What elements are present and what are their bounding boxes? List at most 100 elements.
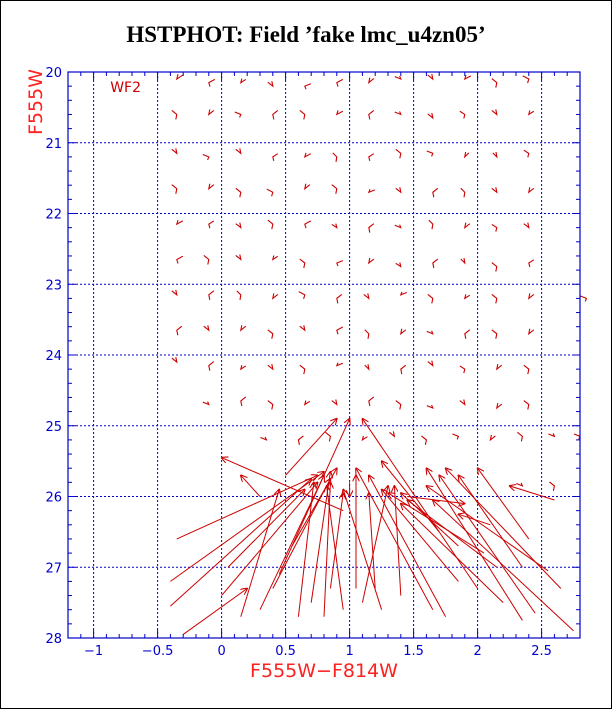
residual-arrow	[458, 514, 491, 526]
residual-marker	[208, 290, 215, 300]
residual-marker	[428, 219, 434, 230]
residual-marker	[460, 257, 466, 265]
residual-marker	[235, 222, 242, 230]
residual-marker	[304, 83, 312, 90]
residual-marker	[427, 293, 434, 304]
residual-marker	[303, 152, 312, 159]
y-tick-label: 23	[45, 278, 62, 293]
residual-arrow	[329, 493, 343, 589]
residual-marker	[171, 184, 178, 194]
residual-marker	[235, 148, 242, 155]
x-tick-label: 2	[473, 644, 481, 659]
residual-marker	[298, 291, 306, 300]
residual-marker	[491, 78, 498, 88]
residual-marker	[239, 325, 247, 332]
residual-marker	[267, 329, 274, 339]
residual-arrow	[407, 500, 498, 568]
residual-marker	[240, 396, 247, 407]
residual-marker	[332, 152, 338, 162]
residual-marker	[492, 151, 498, 159]
residual-arrow	[510, 486, 555, 501]
residual-marker	[171, 148, 178, 155]
residual-marker	[394, 224, 402, 229]
residual-marker	[368, 110, 375, 120]
residual-marker	[527, 328, 535, 336]
residual-marker	[235, 187, 242, 198]
residual-marker	[580, 295, 588, 302]
residual-marker	[527, 187, 535, 194]
residual-marker	[207, 183, 215, 191]
residual-marker	[427, 73, 434, 81]
residual-marker	[367, 189, 376, 194]
residual-marker	[491, 223, 498, 232]
residual-marker	[491, 329, 498, 339]
residual-marker	[336, 78, 344, 87]
residual-marker	[267, 219, 274, 230]
residual-marker	[364, 364, 370, 371]
y-tick-label: 28	[45, 632, 62, 647]
residual-arrow	[291, 468, 337, 547]
residual-marker	[176, 255, 184, 264]
residual-marker	[267, 400, 274, 410]
residual-marker	[427, 360, 434, 367]
residual-marker	[207, 109, 215, 116]
residual-marker	[368, 223, 375, 233]
residual-marker	[331, 223, 338, 229]
residual-marker	[395, 262, 402, 268]
residual-arrow	[439, 475, 536, 614]
residual-marker	[235, 254, 242, 261]
residual-marker	[463, 222, 471, 230]
residual-marker	[272, 153, 279, 162]
residual-marker	[325, 431, 332, 442]
residual-arrow	[362, 419, 479, 589]
residual-marker	[236, 290, 242, 300]
residual-marker	[395, 148, 402, 159]
residual-marker	[272, 110, 279, 120]
x-tick-label: 0.5	[275, 644, 296, 659]
y-tick-label: 25	[45, 420, 62, 435]
residual-marker	[299, 110, 306, 120]
y-tick-label: 26	[45, 491, 62, 506]
residual-marker	[368, 396, 375, 407]
residual-marker	[331, 399, 338, 406]
y-tick-label: 22	[45, 208, 62, 223]
residual-arrow	[241, 475, 261, 497]
residual-arrow	[446, 468, 562, 589]
residual-marker	[364, 329, 370, 339]
residual-marker	[394, 111, 402, 116]
residual-arrow	[272, 479, 331, 589]
residual-marker	[523, 149, 530, 158]
residual-marker	[459, 110, 466, 119]
residual-marker	[517, 431, 524, 442]
residual-marker	[426, 330, 434, 335]
residual-marker	[202, 401, 210, 406]
residual-marker	[573, 433, 581, 440]
chip-annotation: WF2	[110, 80, 141, 96]
residual-marker	[271, 255, 279, 261]
residual-arrow	[327, 486, 344, 610]
residual-marker	[463, 294, 471, 300]
residual-marker	[336, 326, 344, 335]
residual-arrow	[426, 486, 549, 572]
residual-marker	[335, 110, 344, 116]
residual-arrow	[369, 493, 376, 589]
x-tick-label: 2.5	[531, 644, 552, 659]
x-axis-label: F555W−F814W	[250, 660, 398, 682]
residual-arrow	[478, 468, 530, 540]
residual-marker	[489, 434, 496, 442]
residual-marker	[460, 187, 466, 198]
residual-arrow	[221, 482, 318, 596]
residual-marker	[208, 361, 215, 371]
residual-marker	[299, 258, 306, 269]
residual-arrow	[388, 493, 485, 554]
residual-marker	[260, 436, 268, 441]
x-tick-label: −0.5	[142, 644, 174, 659]
residual-marker	[527, 293, 535, 300]
residual-marker	[367, 77, 375, 84]
residual-marker	[297, 435, 304, 446]
residual-marker	[400, 364, 407, 375]
residual-arrow	[394, 486, 402, 596]
residual-arrow	[401, 504, 504, 603]
x-tick-label: 1.5	[403, 644, 424, 659]
